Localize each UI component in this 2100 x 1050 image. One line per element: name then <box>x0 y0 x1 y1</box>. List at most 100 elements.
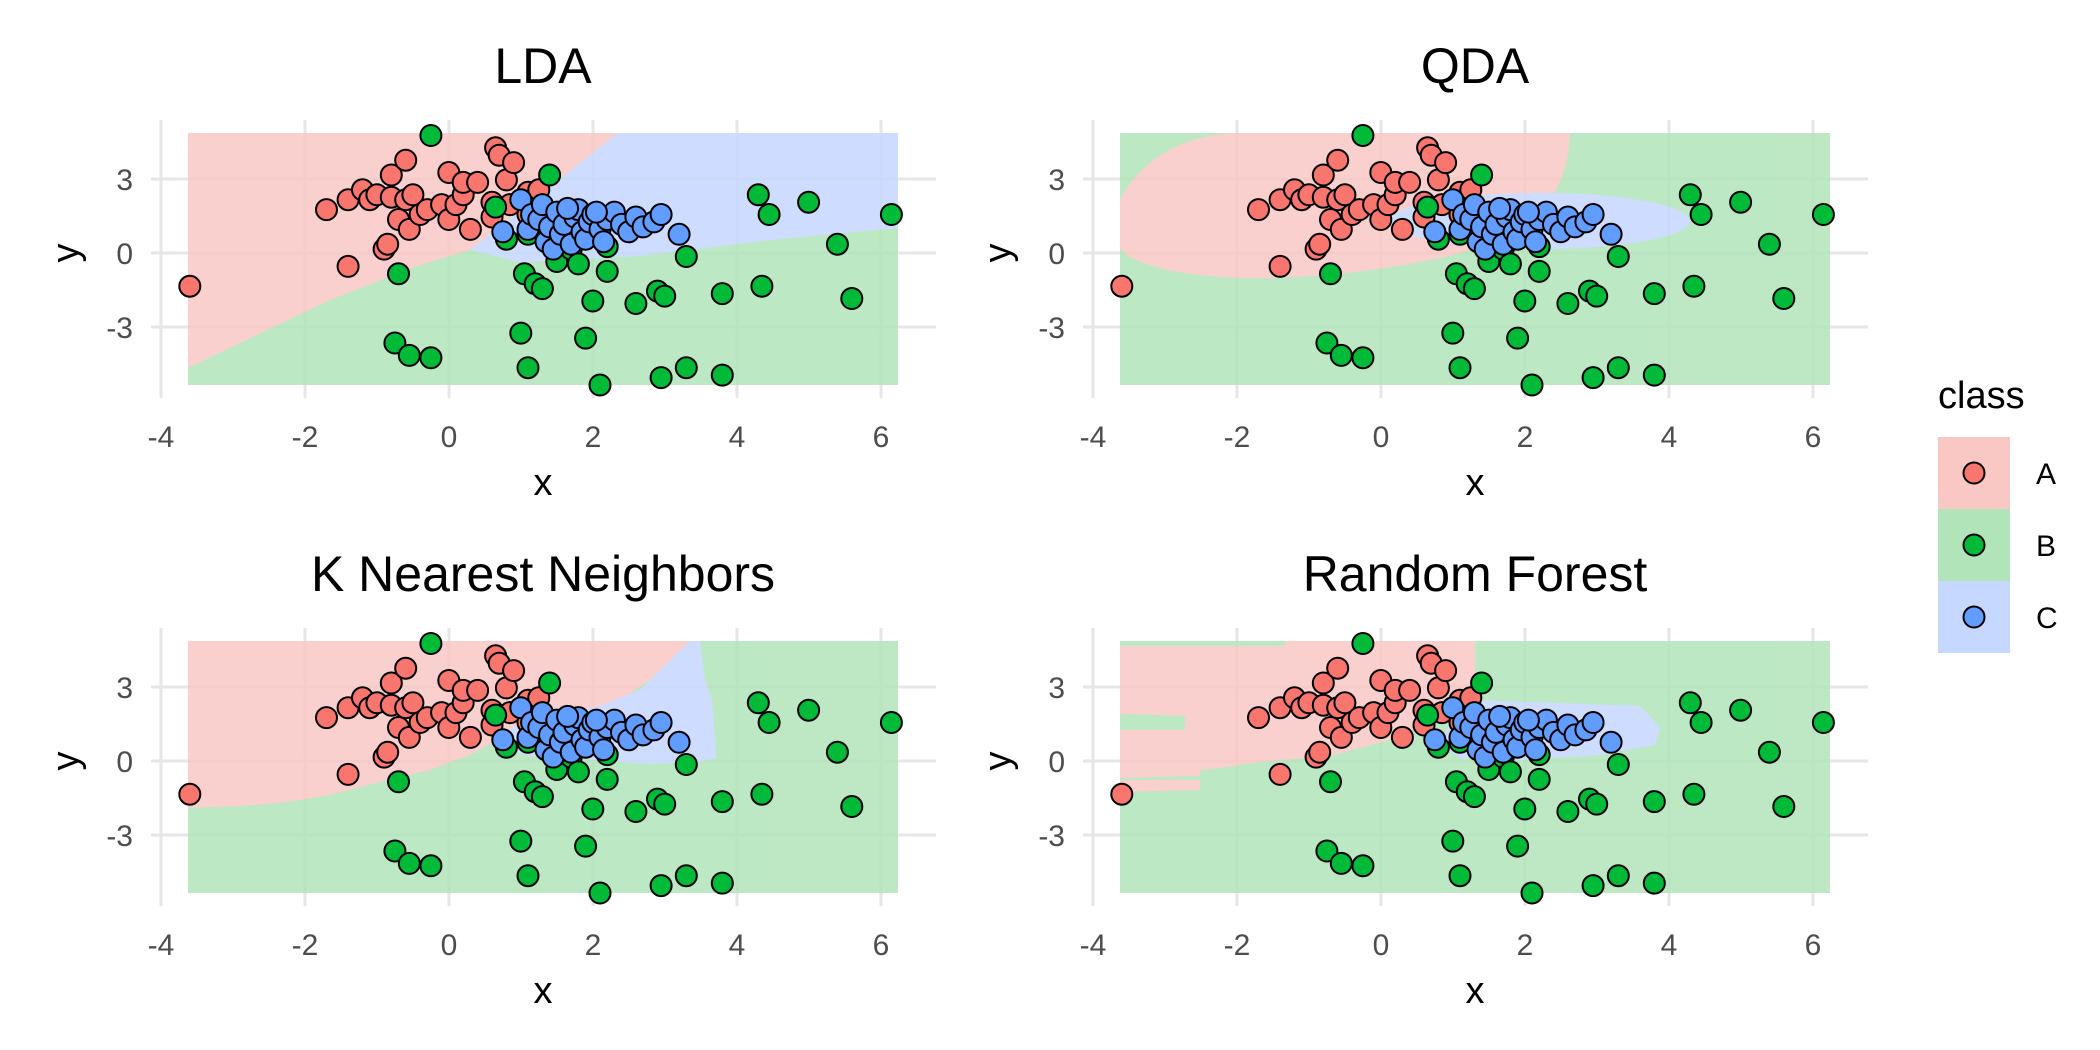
data-point-class-b <box>1506 326 1530 350</box>
y-tick-label: 3 <box>116 164 133 197</box>
data-point-class-a <box>1326 656 1350 680</box>
data-point-class-a <box>394 656 418 680</box>
x-tick-label: 0 <box>1373 421 1390 454</box>
points-lda <box>178 124 903 397</box>
data-point-class-b <box>581 289 605 313</box>
data-point-class-b <box>1319 262 1342 286</box>
data-point-class-b <box>757 203 781 226</box>
x-tick-label: 6 <box>1805 929 1822 962</box>
data-point-class-a <box>1268 762 1292 786</box>
data-point-class-c <box>1516 708 1540 732</box>
data-point-class-b <box>1506 834 1530 858</box>
data-point-class-b <box>1682 782 1706 806</box>
data-point-class-b <box>746 183 770 207</box>
data-point-class-b <box>879 711 903 734</box>
data-point-class-b <box>710 282 734 306</box>
x-axis-title: x <box>1466 970 1485 1012</box>
y-axis-title: y <box>45 244 87 263</box>
data-point-class-b <box>1416 703 1440 727</box>
data-point-class-b <box>538 671 562 695</box>
x-axis-title: x <box>534 970 553 1012</box>
data-point-class-b <box>746 691 770 715</box>
x-tick-label: 4 <box>1661 929 1678 962</box>
data-point-class-a <box>502 659 526 683</box>
data-point-class-b <box>383 839 407 863</box>
data-point-class-a <box>401 691 425 715</box>
data-point-class-a <box>1311 671 1335 695</box>
data-point-class-c <box>1488 704 1512 728</box>
y-tick-label: 0 <box>1048 238 1065 271</box>
data-point-class-b <box>674 753 698 776</box>
x-axis-title: x <box>1466 462 1485 504</box>
data-point-class-b <box>397 343 421 367</box>
x-tick-label: 4 <box>729 421 746 454</box>
data-point-class-b <box>649 874 673 898</box>
x-tick-label: -4 <box>1080 929 1107 962</box>
data-point-class-c <box>649 711 673 734</box>
data-point-class-b <box>1441 321 1465 345</box>
data-point-class-a <box>1110 782 1134 806</box>
data-point-class-b <box>530 785 554 809</box>
y-axis-title: y <box>977 244 1019 263</box>
region-a <box>1120 780 1200 792</box>
data-point-class-c <box>556 196 580 220</box>
data-point-class-b <box>574 326 598 350</box>
data-point-class-a <box>379 671 403 695</box>
data-point-class-c <box>1581 203 1605 226</box>
data-point-class-b <box>1462 785 1486 809</box>
data-point-class-a <box>466 170 490 194</box>
data-point-class-b <box>1606 864 1630 888</box>
data-point-class-b <box>750 782 774 806</box>
y-tick-label: 3 <box>1048 164 1065 197</box>
data-point-class-b <box>397 851 421 875</box>
data-point-class-c <box>491 220 515 244</box>
y-tick-label: -3 <box>106 820 133 853</box>
data-point-class-b <box>797 190 821 214</box>
data-point-class-c <box>667 222 691 246</box>
x-tick-label: -2 <box>292 929 319 962</box>
data-point-class-b <box>1315 839 1339 863</box>
data-point-class-b <box>674 245 698 268</box>
data-point-class-b <box>1581 874 1605 898</box>
x-tick-label: 0 <box>441 421 458 454</box>
data-point-class-c <box>1423 220 1447 244</box>
data-point-class-c <box>592 738 616 762</box>
data-point-class-b <box>1470 671 1494 695</box>
data-point-class-a <box>1247 706 1270 730</box>
data-point-class-b <box>1470 163 1494 187</box>
points-qda <box>1110 124 1835 397</box>
data-point-class-c <box>649 203 673 226</box>
legend-title: class <box>1938 375 2025 417</box>
y-tick-label: 3 <box>1048 672 1065 705</box>
data-point-class-a <box>1311 163 1335 187</box>
x-tick-label: 0 <box>441 929 458 962</box>
x-tick-label: 4 <box>1661 421 1678 454</box>
panel-random-forest: Random Forest 3 0 -3 -4 -2 0 2 4 6 x y <box>977 546 1868 1012</box>
data-point-class-b <box>1329 343 1353 367</box>
data-point-class-b <box>1441 829 1465 853</box>
data-point-class-a <box>336 762 360 786</box>
data-point-class-a <box>1398 678 1422 702</box>
data-point-class-c <box>1599 222 1623 246</box>
data-point-class-b <box>538 163 562 187</box>
data-point-class-b <box>1527 259 1551 283</box>
data-point-class-b <box>566 252 590 276</box>
data-point-class-a <box>315 198 338 222</box>
data-point-class-b <box>1462 277 1486 301</box>
data-point-class-b <box>419 346 443 370</box>
data-point-class-a <box>376 740 400 764</box>
x-axis-title: x <box>534 462 553 504</box>
panel-knn: K Nearest Neighbors 3 0 -3 -4 -2 0 2 4 6… <box>45 546 936 1012</box>
data-point-class-b <box>1729 698 1753 722</box>
data-point-class-a <box>1390 217 1414 241</box>
legend-point-a <box>1962 461 1986 485</box>
region-a <box>188 133 618 368</box>
data-point-class-b <box>484 195 508 219</box>
data-point-class-b <box>1351 124 1375 147</box>
data-point-class-a <box>458 217 482 241</box>
legend-point-b <box>1962 533 1986 557</box>
data-point-class-c <box>1423 728 1447 752</box>
data-point-class-b <box>1642 790 1666 814</box>
data-point-class-c <box>1599 730 1623 754</box>
data-point-class-a <box>1326 148 1350 172</box>
